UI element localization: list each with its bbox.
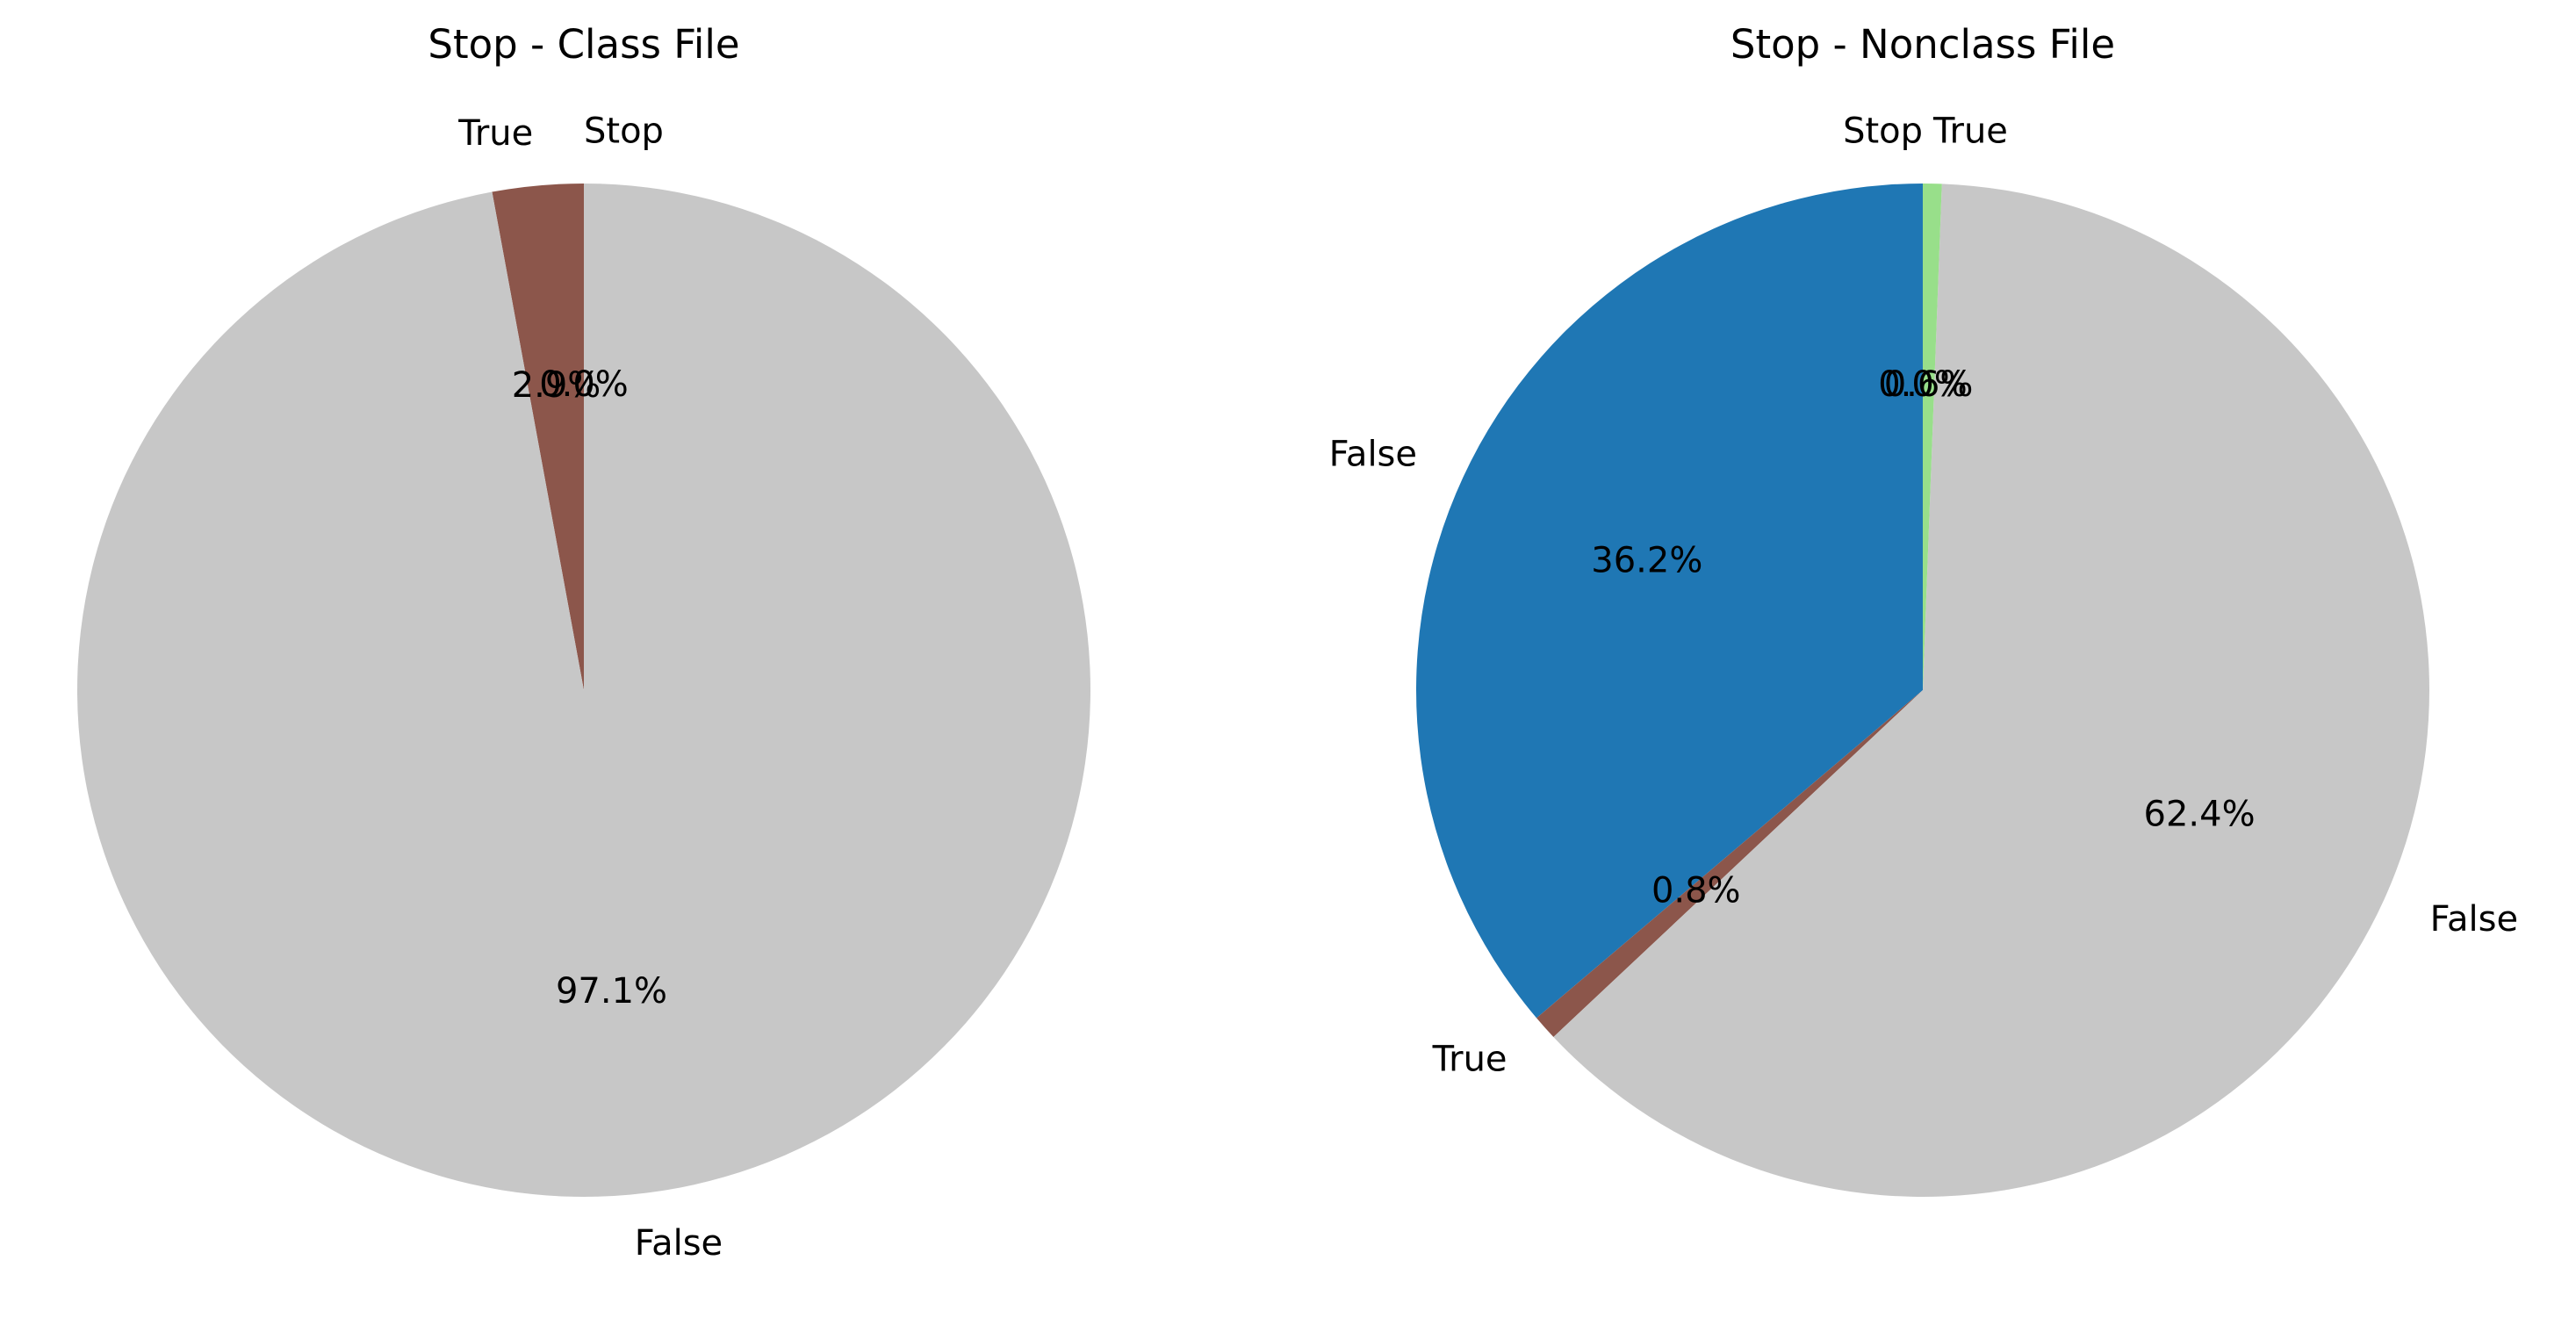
slice-label: False	[2430, 899, 2518, 940]
slice-percent-label: 0.0%	[1878, 364, 1968, 405]
slice-percent-label: 0.8%	[1651, 871, 1741, 911]
slice-label: Stop	[584, 111, 664, 151]
pie-class-file: Stop - Class File Stop 0.0% True 2.9% False 9…	[76, 21, 1091, 1264]
slice-label: True	[1932, 111, 2008, 151]
pie-slice	[1416, 184, 1923, 1019]
slice-percent-label: 97.1%	[556, 971, 667, 1012]
pie-slice	[1553, 184, 2430, 1198]
pie-slice	[76, 184, 1091, 1197]
slice-label: True	[1432, 1040, 1507, 1080]
slice-percent-label: 36.2%	[1591, 541, 1702, 581]
pie-nonclass-file: Stop - Nonclass File False 36.2% True 0.8% F…	[1329, 21, 2518, 1198]
slice-percent-label: 0.0%	[539, 364, 629, 405]
slice-percent-label: 0.6%	[1884, 364, 1974, 405]
pie-slice	[492, 184, 584, 690]
pie-slice	[1536, 690, 1923, 1037]
slice-label: True	[457, 113, 533, 154]
pie-title: Stop - Nonclass File	[1731, 21, 2115, 68]
slice-percent-label: 62.4%	[2144, 794, 2256, 834]
slice-percent-label: 2.9%	[512, 365, 601, 406]
slice-label: False	[1329, 434, 1417, 474]
slice-label: Stop	[1843, 111, 1923, 151]
pie-slice	[1923, 184, 1942, 690]
pie-title: Stop - Class File	[428, 21, 739, 68]
slice-label: False	[635, 1223, 723, 1264]
